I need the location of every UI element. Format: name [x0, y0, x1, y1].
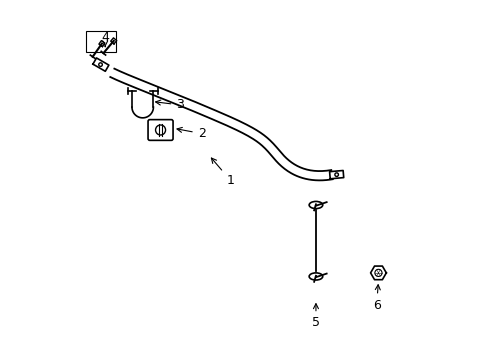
- Text: 4: 4: [101, 31, 109, 46]
- Ellipse shape: [334, 173, 338, 176]
- Text: 3: 3: [155, 99, 184, 112]
- Bar: [85, 31, 116, 52]
- Text: 1: 1: [211, 158, 234, 186]
- FancyBboxPatch shape: [148, 120, 173, 140]
- Ellipse shape: [374, 269, 381, 276]
- Text: 6: 6: [372, 285, 380, 311]
- Ellipse shape: [308, 202, 322, 208]
- Ellipse shape: [155, 125, 165, 135]
- Ellipse shape: [308, 273, 322, 280]
- Text: 2: 2: [177, 127, 205, 140]
- Ellipse shape: [99, 63, 102, 66]
- Text: 5: 5: [311, 304, 319, 329]
